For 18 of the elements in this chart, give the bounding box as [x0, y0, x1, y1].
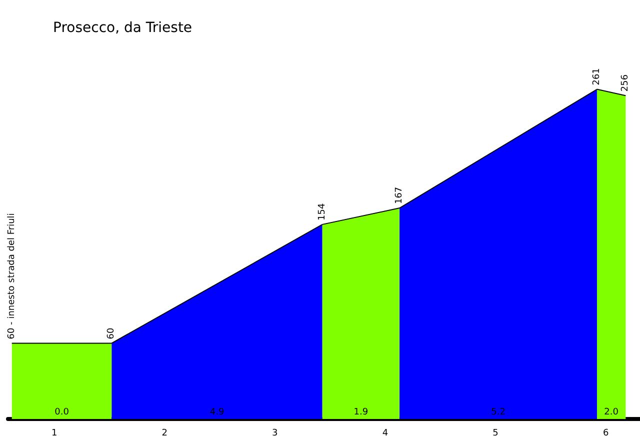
- annotation: 1.9: [354, 408, 368, 418]
- annotation: 2.0: [604, 408, 619, 418]
- data-label: 60 - innesto strada del Friuli: [6, 213, 17, 340]
- annotation: 0.0: [54, 408, 70, 418]
- x-tick-label: 5: [492, 428, 498, 438]
- data-label: 60: [106, 327, 117, 340]
- annotation: 5.2: [491, 408, 506, 418]
- data-label: 154: [317, 202, 328, 220]
- data-label: 261: [592, 68, 602, 86]
- data-label: 256: [620, 74, 631, 92]
- x-tick-label: 6: [602, 428, 609, 438]
- annotation: 4.9: [210, 408, 224, 418]
- x-tick-label: 4: [382, 428, 388, 438]
- data-label: 167: [394, 186, 405, 204]
- x-tick-label: 3: [272, 428, 278, 438]
- x-tick-label: 1: [51, 428, 58, 438]
- chart-title: Prosecco, da Trieste: [53, 20, 192, 36]
- x-tick-label: 2: [162, 428, 168, 438]
